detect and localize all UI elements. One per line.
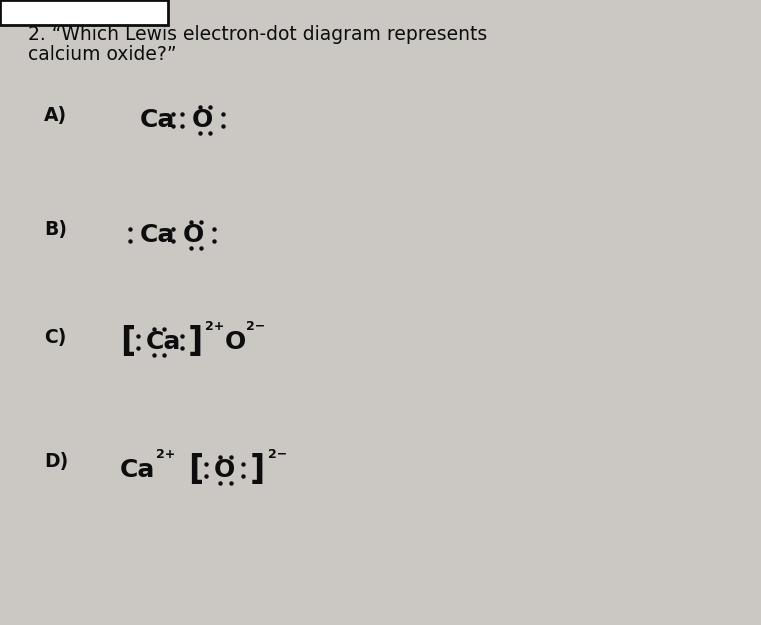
Bar xyxy=(0,0,168,25)
Text: calcium oxide?”: calcium oxide?” xyxy=(28,46,177,64)
Text: O: O xyxy=(225,330,247,354)
Text: 2−: 2− xyxy=(246,319,266,332)
Text: 2+: 2+ xyxy=(156,448,175,461)
Text: A): A) xyxy=(44,106,67,124)
Text: D): D) xyxy=(44,452,68,471)
Text: 2. “Which Lewis electron-dot diagram represents: 2. “Which Lewis electron-dot diagram rep… xyxy=(28,26,487,44)
Text: [: [ xyxy=(188,454,203,486)
Text: Ca: Ca xyxy=(146,330,181,354)
Text: Ca: Ca xyxy=(140,108,175,132)
Text: Ca: Ca xyxy=(140,223,175,247)
Text: 2+: 2+ xyxy=(205,319,224,332)
Text: O: O xyxy=(183,223,204,247)
Text: C): C) xyxy=(44,328,66,346)
Text: [: [ xyxy=(120,326,135,359)
Text: Ca: Ca xyxy=(120,458,155,482)
Text: ]: ] xyxy=(250,454,266,486)
Text: ]: ] xyxy=(188,326,203,359)
Text: O: O xyxy=(214,458,235,482)
Text: B): B) xyxy=(44,221,67,239)
Text: 2−: 2− xyxy=(268,448,287,461)
Text: O: O xyxy=(192,108,213,132)
